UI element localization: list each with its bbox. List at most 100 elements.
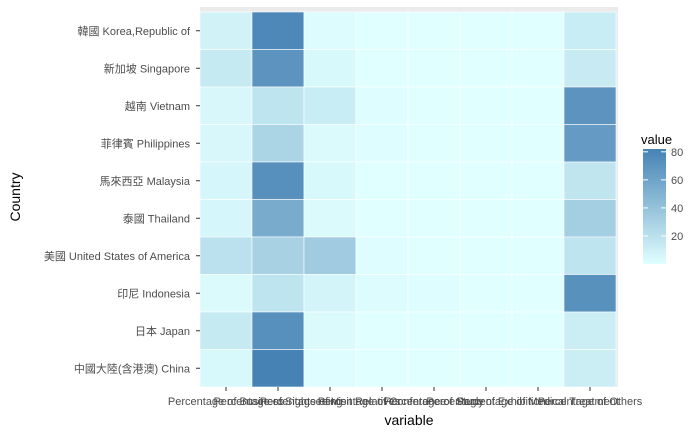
y-axis-title: Country: [7, 172, 23, 221]
y-tick-label: 越南 Vietnam: [125, 99, 190, 113]
heatmap-cell: [251, 236, 305, 275]
heatmap-cell: [459, 199, 513, 238]
heatmap-cell: [355, 349, 409, 388]
heatmap-cell: [199, 11, 253, 50]
heatmap-cell: [563, 199, 617, 238]
legend-tick-label: 60: [671, 175, 683, 187]
heatmap-cell: [303, 311, 357, 350]
heatmap-cell: [407, 86, 461, 125]
heatmap-cell: [199, 161, 253, 200]
heatmap-cell: [355, 236, 409, 275]
heatmap-cell: [355, 49, 409, 88]
heatmap-cell: [407, 236, 461, 275]
heatmap-cell: [251, 161, 305, 200]
heatmap-cell: [251, 49, 305, 88]
heatmap-cell: [355, 311, 409, 350]
heatmap-cell: [563, 236, 617, 275]
heatmap-cell: [459, 86, 513, 125]
heatmap-cell: [407, 311, 461, 350]
heatmap-cell: [563, 349, 617, 388]
heatmap-cell: [511, 11, 565, 50]
heatmap-cell: [563, 124, 617, 163]
heatmap-cell: [303, 274, 357, 313]
y-tick-label: 泰國 Thailand: [123, 211, 190, 225]
y-tick-label: 菲律賓 Philippines: [101, 136, 191, 150]
heatmap-cell: [459, 161, 513, 200]
heatmap-cell: [563, 86, 617, 125]
heatmap-cell: [511, 349, 565, 388]
legend: value 20 40 60 80: [641, 132, 683, 264]
x-tick-label: Percentage of Study: [384, 396, 484, 408]
heatmap-cell: [407, 161, 461, 200]
heatmap-cell: [251, 86, 305, 125]
heatmap-cell: [199, 236, 253, 275]
heatmap-cell: [459, 124, 513, 163]
heatmap-cell: [303, 86, 357, 125]
heatmap-cell: [199, 199, 253, 238]
heatmap-cell: [355, 11, 409, 50]
heatmap-cell: [199, 49, 253, 88]
x-tick-label: Percentage of Medical Treatment: [457, 396, 619, 408]
heatmap-cell: [407, 199, 461, 238]
heatmap-cell: [303, 236, 357, 275]
heatmap-cell: [563, 11, 617, 50]
y-tick-label: 日本 Japan: [135, 324, 190, 338]
x-axis-title: variable: [384, 412, 433, 428]
legend-tick-label: 20: [671, 231, 683, 243]
heatmap-cell: [199, 349, 253, 388]
legend-title: value: [641, 132, 672, 147]
heatmap-cell: [459, 274, 513, 313]
heatmap-cell: [355, 86, 409, 125]
heatmap-cell: [511, 236, 565, 275]
heatmap-cell: [199, 274, 253, 313]
legend-tick-label: 80: [671, 147, 683, 159]
x-tick-label: Percentage of Business: [168, 396, 285, 408]
legend-colorbar: [643, 149, 666, 264]
heatmap-cells: [199, 11, 617, 388]
heatmap-cell: [355, 124, 409, 163]
heatmap-cell: [303, 199, 357, 238]
heatmap-cell: [511, 49, 565, 88]
legend-ticks: 20 40 60 80: [643, 147, 683, 243]
heatmap-cell: [251, 274, 305, 313]
heatmap-cell: [303, 124, 357, 163]
y-tick-label: 新加坡 Singapore: [104, 61, 190, 75]
heatmap-cell: [511, 161, 565, 200]
y-tick-label: 中國大陸(含港澳) China: [74, 361, 191, 375]
y-tick-label: 印尼 Indonesia: [117, 287, 191, 300]
heatmap-cell: [511, 199, 565, 238]
heatmap-cell: [303, 349, 357, 388]
x-tick-label: Percentage of Exhibition: [426, 396, 545, 408]
y-tick-label: 韓國 Korea,Republic of: [78, 25, 191, 38]
heatmap-cell: [303, 49, 357, 88]
heatmap-cell: [511, 311, 565, 350]
heatmap-cell: [355, 199, 409, 238]
heatmap-cell: [407, 11, 461, 50]
y-tick-label: 馬來西亞 Malaysia: [100, 175, 191, 188]
heatmap-cell: [199, 86, 253, 125]
heatmap-cell: [563, 49, 617, 88]
heatmap-cell: [563, 161, 617, 200]
x-tick-label: Percentage of Conference: [318, 396, 446, 408]
heatmap-cell: [459, 236, 513, 275]
heatmap-cell: [459, 49, 513, 88]
heatmap-cell: [251, 349, 305, 388]
heatmap-cell: [251, 199, 305, 238]
heatmap-cell: [303, 11, 357, 50]
heatmap-cell: [511, 124, 565, 163]
y-axis: 韓國 Korea,Republic of 新加坡 Singapore 越南 Viet…: [44, 25, 200, 375]
heatmap-cell: [407, 349, 461, 388]
heatmap-cell: [199, 124, 253, 163]
heatmap-cell: [251, 311, 305, 350]
heatmap-cell: [563, 311, 617, 350]
x-tick-label: Percentage of Sightseeing: [213, 396, 342, 408]
heatmap-cell: [459, 311, 513, 350]
heatmap-cell: [407, 124, 461, 163]
heatmap-cell: [199, 311, 253, 350]
heatmap-cell: [251, 11, 305, 50]
heatmap-cell: [511, 86, 565, 125]
heatmap-cell: [355, 274, 409, 313]
x-tick-label: Percentage of Others: [538, 396, 643, 408]
